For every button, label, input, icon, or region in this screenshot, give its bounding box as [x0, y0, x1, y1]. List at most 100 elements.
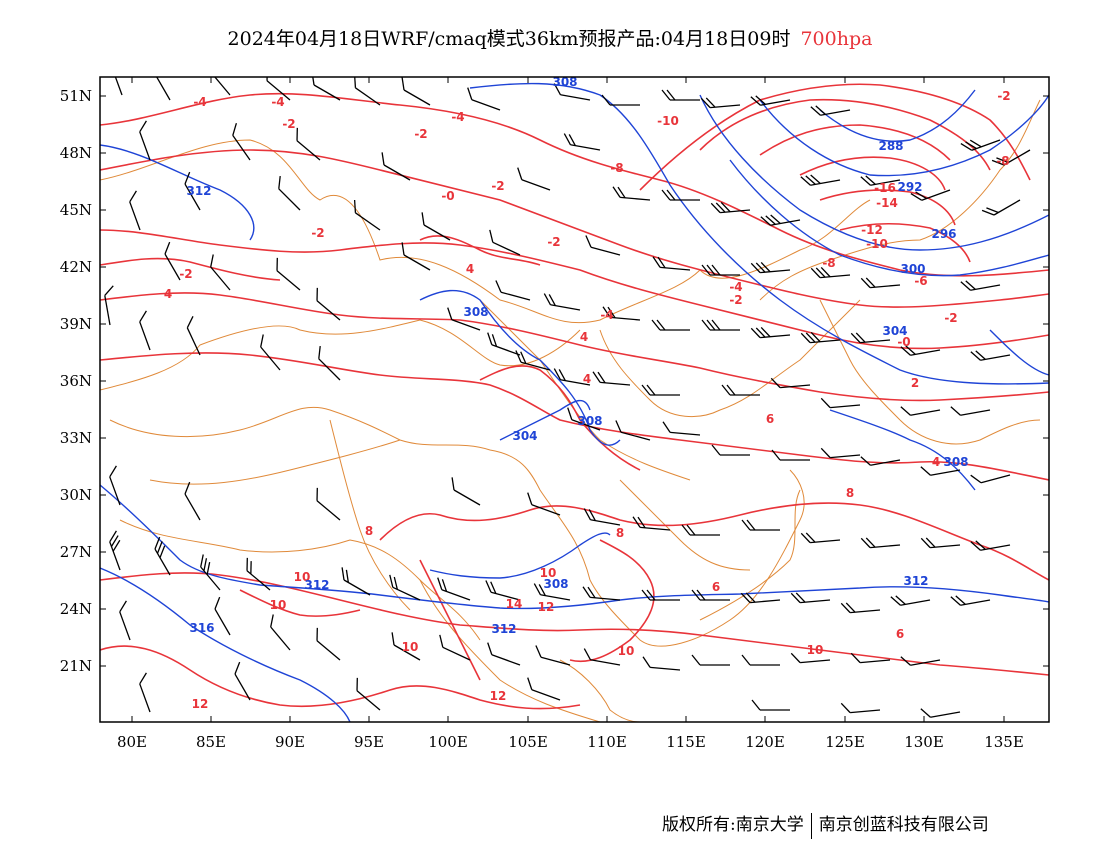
wind-barb-flag — [706, 319, 716, 331]
wind-barb — [850, 652, 891, 664]
temperature-label: -2 — [997, 89, 1010, 103]
geopotential-contour — [829, 409, 976, 491]
wind-barb-flag — [765, 215, 776, 225]
wind-barb-flag — [745, 592, 756, 603]
wind-barb — [109, 465, 121, 506]
geopotential-contour — [729, 159, 1049, 277]
wind-barb — [701, 264, 740, 276]
wind-barb-flag — [451, 477, 455, 491]
wind-barb — [711, 444, 750, 456]
wind-barb — [401, 77, 431, 106]
wind-barb-flag — [750, 262, 761, 274]
wind-barb-staff — [710, 104, 741, 109]
wind-barb — [553, 83, 591, 101]
wind-barb-flag — [487, 642, 493, 655]
wind-barb-flag — [441, 579, 448, 592]
wind-barb-flag — [587, 586, 596, 599]
wind-barb-flag — [642, 656, 651, 668]
wind-barb-flag — [975, 540, 986, 550]
wind-barb — [485, 580, 521, 601]
wind-barb-flag — [296, 127, 298, 141]
wind-barb-flag — [805, 332, 816, 343]
wind-barb-flag — [900, 346, 911, 356]
wind-barb-staff — [830, 454, 861, 459]
wind-barb — [820, 397, 861, 409]
wind-barb-flag — [490, 581, 497, 594]
wind-barb-flag — [656, 319, 666, 331]
wind-barb — [341, 567, 371, 596]
wind-barb-flag — [250, 561, 252, 574]
wind-barb-flag — [632, 516, 641, 528]
wind-barb-staff — [210, 266, 231, 291]
wind-barb — [920, 466, 961, 476]
wind-barb — [266, 77, 291, 101]
wind-barb-flag — [691, 589, 701, 601]
wind-barb-staff — [383, 164, 411, 181]
wind-barb — [721, 384, 760, 396]
wind-barb — [790, 592, 831, 604]
wind-barb — [447, 307, 481, 331]
wind-barb-flag — [184, 481, 191, 495]
wind-barb-flag — [389, 574, 394, 588]
temperature-label: 10 — [402, 640, 419, 654]
wind-barb-flag — [820, 267, 831, 278]
wind-barb-staff — [392, 586, 421, 601]
wind-barb — [820, 447, 861, 459]
wind-barb-flag — [112, 539, 121, 552]
temperature-isotherm — [419, 235, 541, 266]
wind-barb-flag — [960, 143, 973, 151]
wind-barb-staff — [423, 224, 451, 241]
boundary-line — [149, 439, 401, 485]
temperature-label: -0 — [897, 335, 910, 349]
wind-barb-flag — [855, 332, 866, 343]
wind-barb — [210, 77, 231, 96]
wind-barb — [701, 319, 740, 331]
wind-barb-flag — [583, 648, 592, 661]
wind-barb-flag — [860, 176, 871, 186]
wind-barb-flag — [637, 516, 646, 529]
wind-barb — [850, 332, 891, 344]
wind-barb-flag — [760, 262, 771, 273]
wind-barb-flag — [760, 327, 771, 338]
wind-barb-flag — [110, 535, 119, 547]
temperature-label: 4 — [164, 287, 172, 301]
temperature-isotherm — [759, 124, 951, 161]
wind-barb — [651, 319, 690, 331]
wind-barb-staff — [266, 80, 291, 101]
geopotential-label: 312 — [304, 578, 329, 592]
lon-label: 135E — [984, 733, 1024, 751]
wind-barb-staff — [750, 599, 781, 604]
wind-barb-flag — [104, 285, 114, 296]
temperature-label: -4 — [729, 280, 742, 294]
wind-barb-staff — [860, 659, 891, 664]
wind-barb-flag — [159, 545, 166, 558]
temperature-label: 10 — [807, 643, 824, 657]
temperature-label: -10 — [657, 114, 679, 128]
wind-barb-staff — [403, 89, 431, 106]
wind-barb-flag — [421, 212, 425, 226]
wind-barb-flag — [109, 56, 121, 67]
temperature-label: 6 — [896, 627, 904, 641]
wind-barb-staff — [650, 666, 681, 671]
temperature-isotherm — [239, 589, 361, 617]
wind-barb-staff — [111, 77, 123, 96]
wind-barb — [543, 293, 581, 311]
wind-barb — [517, 167, 551, 191]
wind-barb-flag — [485, 580, 492, 593]
wind-barb-staff — [355, 87, 381, 106]
wind-barb-flag — [850, 652, 861, 664]
temperature-isotherm — [839, 222, 971, 263]
wind-barb — [750, 327, 791, 339]
wind-barb-flag — [900, 656, 911, 666]
wind-barb-flag — [740, 592, 751, 604]
temperature-label: -12 — [861, 223, 883, 237]
wind-barb-flag — [401, 77, 405, 91]
wind-barb — [890, 595, 931, 606]
wind-barb-flag — [815, 267, 826, 278]
temperature-label: 4 — [583, 372, 591, 386]
lat-label: 36N — [60, 372, 92, 390]
wind-barb-staff — [760, 334, 791, 339]
wind-barb-flag — [975, 350, 986, 360]
temperature-isotherm — [379, 502, 1049, 581]
wind-barb-flag — [597, 371, 606, 384]
